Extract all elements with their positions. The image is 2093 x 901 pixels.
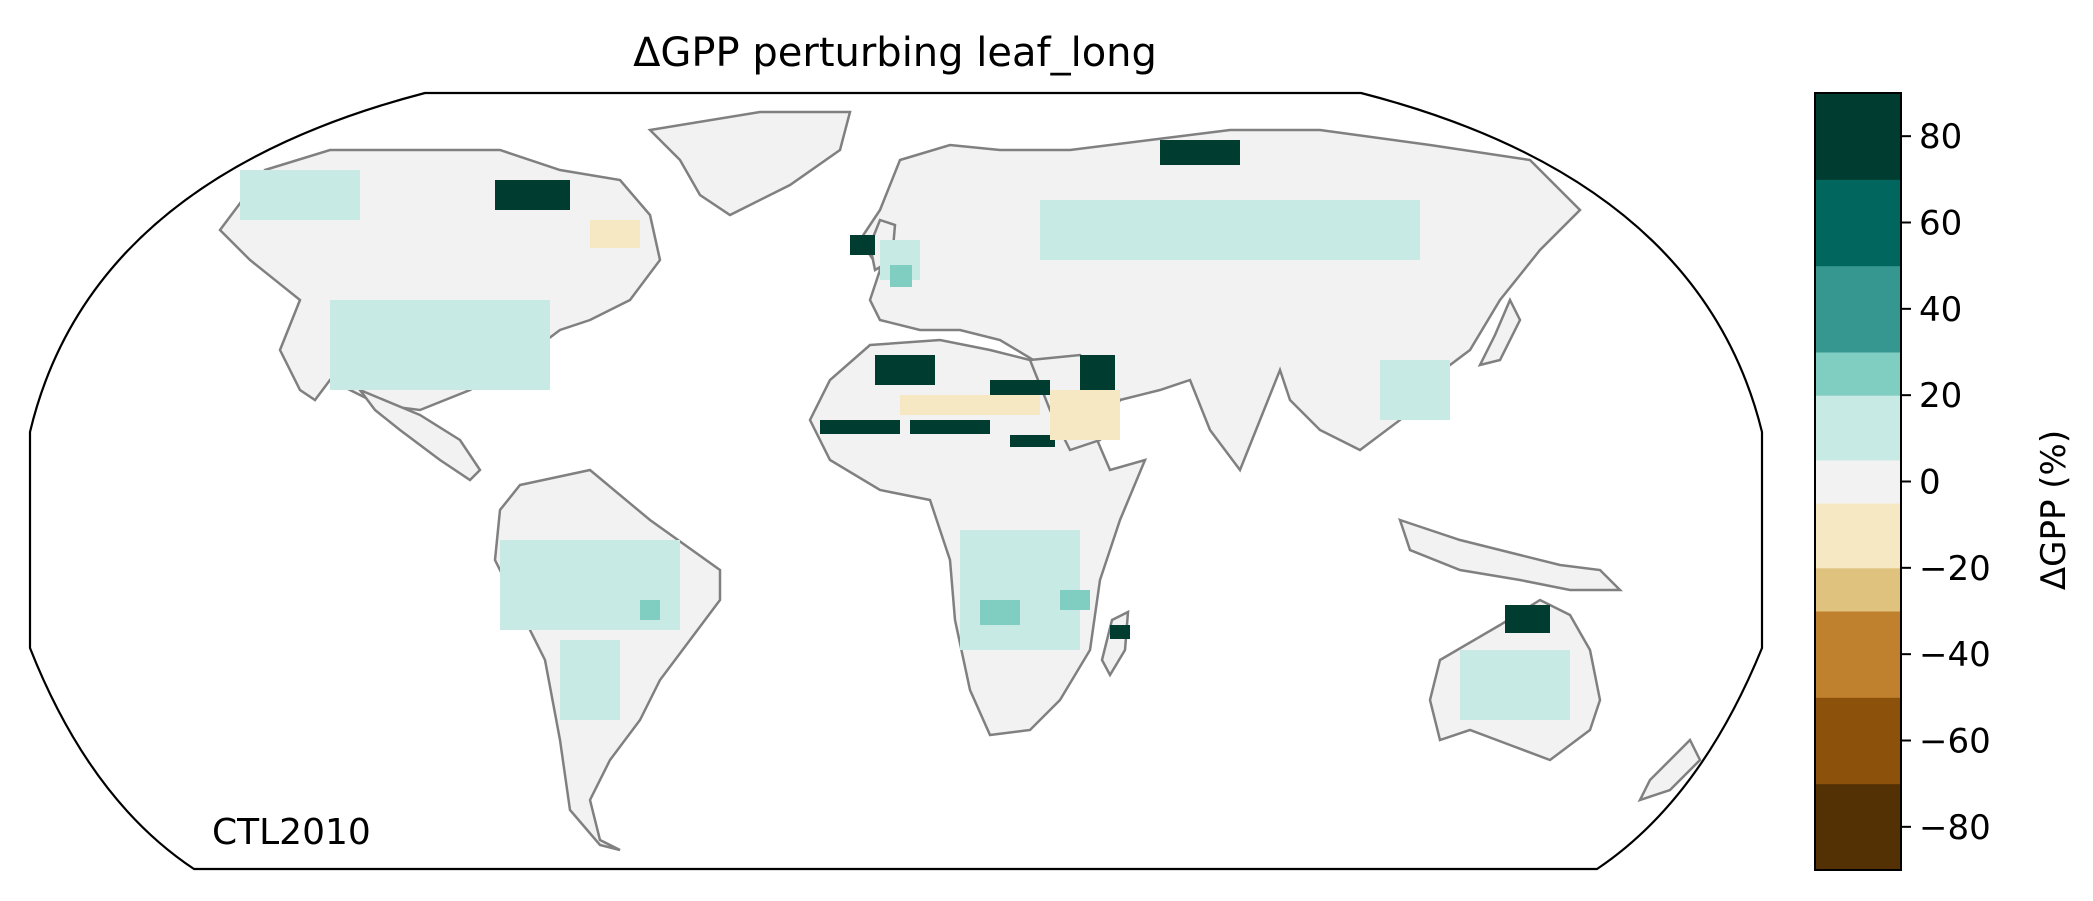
colorbar-tick-label: −60 [1919, 722, 1991, 762]
anomaly-cell [875, 355, 935, 385]
colorbar-bin [1815, 179, 1901, 267]
colorbar-bin [1815, 503, 1901, 569]
colorbar-tick-label: 20 [1919, 376, 1962, 416]
anomaly-cell [890, 265, 912, 287]
colorbar-bin [1815, 265, 1901, 353]
anomaly-cell [980, 600, 1020, 625]
strong-positive-anomaly-layer [495, 140, 1550, 639]
anomaly-cell [560, 640, 620, 720]
colorbar-bin [1815, 611, 1901, 698]
anomaly-cell [1380, 360, 1450, 420]
anomaly-cell [1460, 650, 1570, 720]
anomaly-cell [1505, 605, 1550, 633]
anomaly-cell [1110, 625, 1130, 639]
anomaly-cell [1060, 590, 1090, 610]
greenland-landmass [647, 110, 852, 217]
colorbar-bin [1815, 567, 1901, 612]
colorbar-bin [1815, 93, 1901, 180]
new-zealand-landmass [1637, 737, 1702, 803]
colorbar-bin [1815, 459, 1901, 504]
anomaly-cell [495, 180, 570, 210]
colorbar-tick-label: 80 [1919, 117, 1962, 157]
anomaly-cell [1080, 355, 1115, 395]
anomaly-cell [1160, 140, 1240, 165]
positive-anomaly-layer-2 [640, 265, 1090, 625]
anomaly-cell [990, 380, 1050, 395]
colorbar-bin [1815, 783, 1901, 871]
negative-anomaly-layer [590, 220, 1120, 440]
anomaly-cell [1010, 435, 1055, 447]
anomaly-cell [1050, 390, 1120, 440]
colorbar-bin [1815, 395, 1901, 461]
colorbar-tick-label: −80 [1919, 808, 1991, 848]
anomaly-cell [240, 170, 360, 220]
run-annotation: CTL2010 [212, 812, 371, 853]
anomaly-cell [590, 220, 640, 248]
anomaly-cell [820, 420, 900, 434]
positive-anomaly-layer [240, 170, 1570, 720]
anomaly-cell [330, 300, 550, 390]
colorbar-tick-label: −40 [1919, 635, 1991, 675]
japan-landmass [1477, 297, 1522, 367]
colorbar-label: ΔGPP (%) [2034, 430, 2074, 590]
colorbar: 80 60 40 20 0 −20 −40 −60 −80 [1814, 92, 1991, 871]
map-title: ΔGPP perturbing leaf_long [633, 30, 1157, 76]
colorbar-tick-label: 0 [1919, 463, 1941, 503]
colorbar-tick-label: −20 [1919, 549, 1991, 589]
colorbar-bin [1815, 352, 1901, 396]
anomaly-cell [900, 395, 1040, 415]
anomaly-cell [910, 420, 990, 434]
central-america-landmass [356, 387, 482, 482]
anomaly-cell [850, 235, 875, 255]
indonesia-landmass [1398, 518, 1624, 592]
colorbar-tick-label: 40 [1919, 290, 1962, 330]
anomaly-cell [640, 600, 660, 620]
colorbar-tick-label: 60 [1919, 204, 1962, 244]
colorbar-bin [1815, 697, 1901, 785]
anomaly-cell [1040, 200, 1420, 260]
